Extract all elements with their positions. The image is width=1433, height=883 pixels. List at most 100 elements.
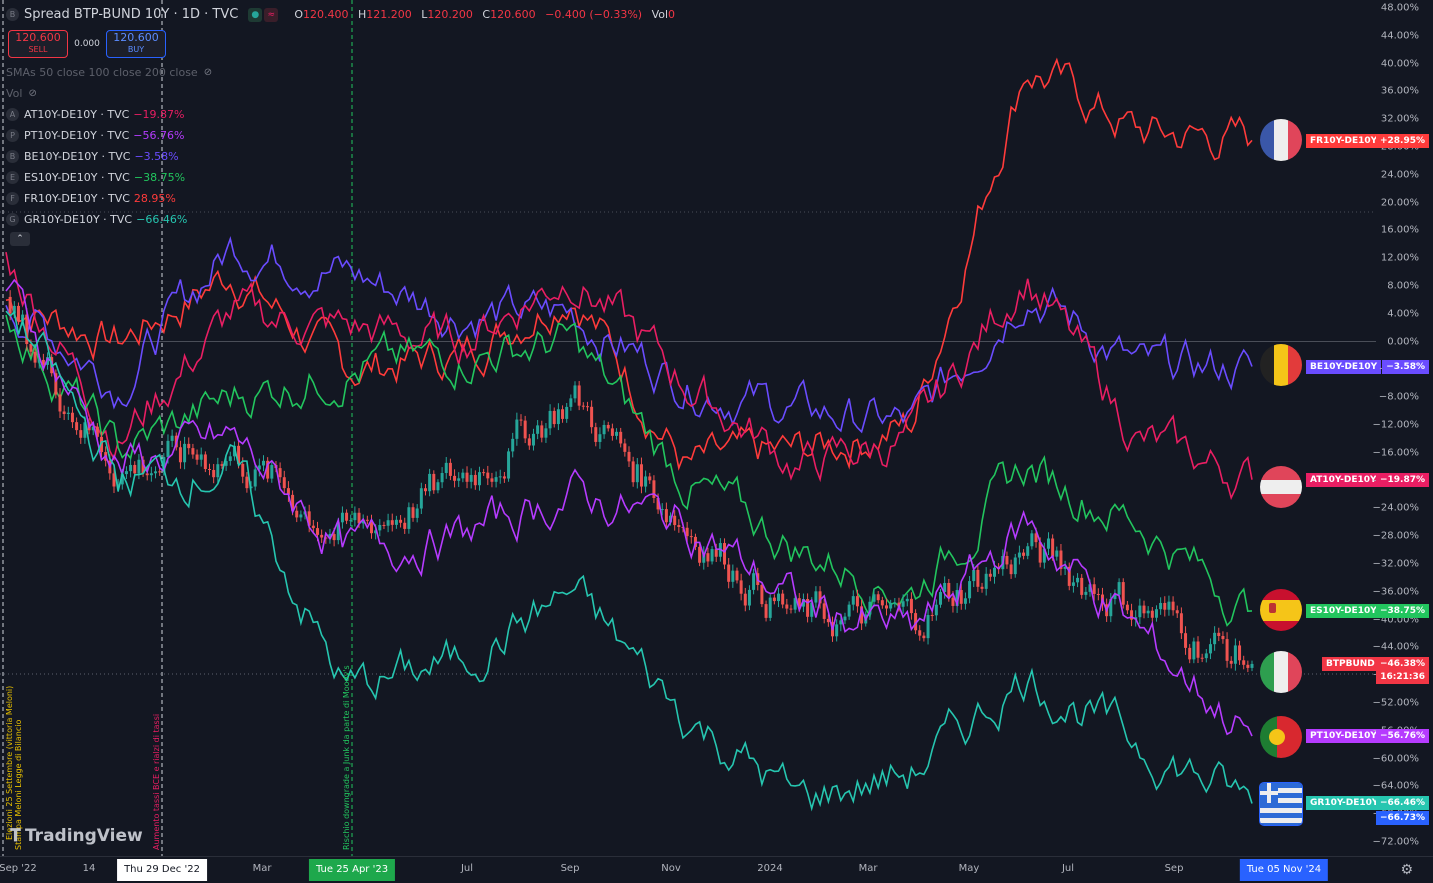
sma-indicator[interactable]: SMAs 50 close 100 close 200 close ⊘ [6,62,675,83]
time-axis[interactable]: Sep Jul May Mar 2024 Nov Sep Jul Mar 14 Sep '22 Th… [0,856,1433,883]
btp-candle [669,515,673,523]
btp-candle [1221,636,1225,640]
price-tag-btp-countdown: 16:21:36 [1376,670,1429,684]
btp-candle [340,512,344,523]
btp-candle [212,469,216,478]
compare-row-pt[interactable]: P PT10Y-DE10Y · TVC −56.76% [6,125,675,146]
btp-candle [1046,538,1050,549]
vol-label: Vol [651,8,669,21]
btp-candle [623,443,627,452]
compare-name: PT10Y-DE10Y · TVC [24,129,130,142]
compare-badge: E [6,171,19,184]
sell-label: SELL [28,45,48,54]
btp-candle [237,445,241,464]
time-highlight-nov24: Tue 05 Nov '24 [1239,859,1329,881]
btp-candle [423,488,427,492]
settings-icon[interactable]: ⚙ [1400,862,1413,878]
btp-candle [1121,582,1125,605]
btp-candle [191,448,195,455]
btp-candle [187,443,191,449]
vol-indicator[interactable]: Vol ⊘ [6,83,675,104]
btp-candle [224,461,228,466]
btp-candle [349,520,353,522]
series-line-be10y-de10y [5,235,1253,434]
btp-candle [394,519,398,525]
compare-row-fr[interactable]: F FR10Y-DE10Y · TVC 28.95% [6,188,675,209]
chart-pane[interactable]: Elezioni 25 Settembre (vittoria Meloni) … [0,0,1383,856]
btp-candle [885,605,889,609]
price-tick: −60.00% [1372,753,1419,765]
btp-candle [253,469,257,487]
btp-candle [781,593,785,605]
chart-canvas[interactable] [0,0,1376,856]
btp-candle [1017,552,1021,558]
tag-be-name: BE10Y-DE10Y [1306,360,1382,374]
trade-panel: 120.600 SELL 0.000 120.600 BUY [8,30,675,58]
btp-candle [208,468,212,470]
btp-candle [16,305,20,322]
sma-label: SMAs 50 close 100 close 200 close [6,66,198,79]
btp-candle [411,507,415,518]
btp-candle [12,305,16,314]
price-tick: 40.00% [1380,58,1419,70]
btp-candle [357,512,361,524]
btp-candle [133,464,137,474]
btp-candle [876,594,880,601]
price-tick: −8.00% [1378,391,1419,403]
btp-candle [166,440,170,458]
btp-candle [1109,599,1113,617]
btp-candle [627,451,631,462]
btp-candle [1059,550,1063,569]
vol-value: 0 [668,8,676,21]
buy-button[interactable]: 120.600 BUY [106,30,166,58]
symbol-badge[interactable]: B [6,8,19,21]
collapse-legend-button[interactable]: ⌃ [10,232,30,246]
btp-candle [41,359,45,365]
btp-candle [299,514,303,518]
btp-candle [984,573,988,589]
sell-button[interactable]: 120.600 SELL [8,30,68,58]
price-axis[interactable]: −72.00%−68.00%−64.00%−60.00%−56.00%−52.0… [1372,0,1433,856]
price-tick: 8.00% [1387,280,1419,292]
btp-candle [220,464,224,466]
compare-row-es[interactable]: E ES10Y-DE10Y · TVC −38.75% [6,167,675,188]
eye-hidden-icon[interactable]: ⊘ [203,67,213,78]
btp-candle [1067,566,1071,586]
btp-candle [573,385,577,399]
btp-candle [648,476,652,481]
price-tag-pt: −56.76% [1375,729,1429,743]
btp-candle [951,597,955,606]
compare-name: ES10Y-DE10Y · TVC [24,171,130,184]
compare-badge: P [6,129,19,142]
btp-candle [70,412,74,423]
tag-btp-name: BTPBUND [1322,657,1379,671]
series-line-es10y-de10y [5,314,1253,627]
btp-candle [909,598,913,614]
compare-row-be[interactable]: B BE10Y-DE10Y · TVC −3.58% [6,146,675,167]
compare-row-at[interactable]: A AT10Y-DE10Y · TVC −19.87% [6,104,675,125]
symbol-title[interactable]: Spread BTP-BUND 10Y · 1D · TVC [24,7,239,22]
btp-candle [95,426,99,437]
close-label: C [482,8,491,21]
btp-candle [1233,645,1237,664]
btp-candle [1159,602,1163,610]
btp-candle [1084,591,1088,595]
time-tick: Mar [252,863,272,874]
btp-candle [1246,664,1250,668]
btp-candle [453,475,457,481]
btp-candle [457,478,461,481]
annotation-moodys: Rischio downgrade a Junk da parte di Moo… [342,665,351,850]
btp-candle [689,536,693,538]
btp-candle [698,546,702,563]
btp-candle [399,519,403,523]
status-dots: ● ≈ [248,7,279,22]
btp-candle [1242,660,1246,665]
eye-hidden-icon[interactable]: ⊘ [28,88,37,99]
btp-candle [486,472,490,479]
btp-candle [523,420,527,439]
btp-candle [137,459,141,474]
open-value: 120.400 [303,8,349,21]
btp-candle [955,590,959,606]
compare-row-gr[interactable]: G GR10Y-DE10Y · TVC −66.46% [6,209,675,230]
btp-candle [1117,582,1121,595]
